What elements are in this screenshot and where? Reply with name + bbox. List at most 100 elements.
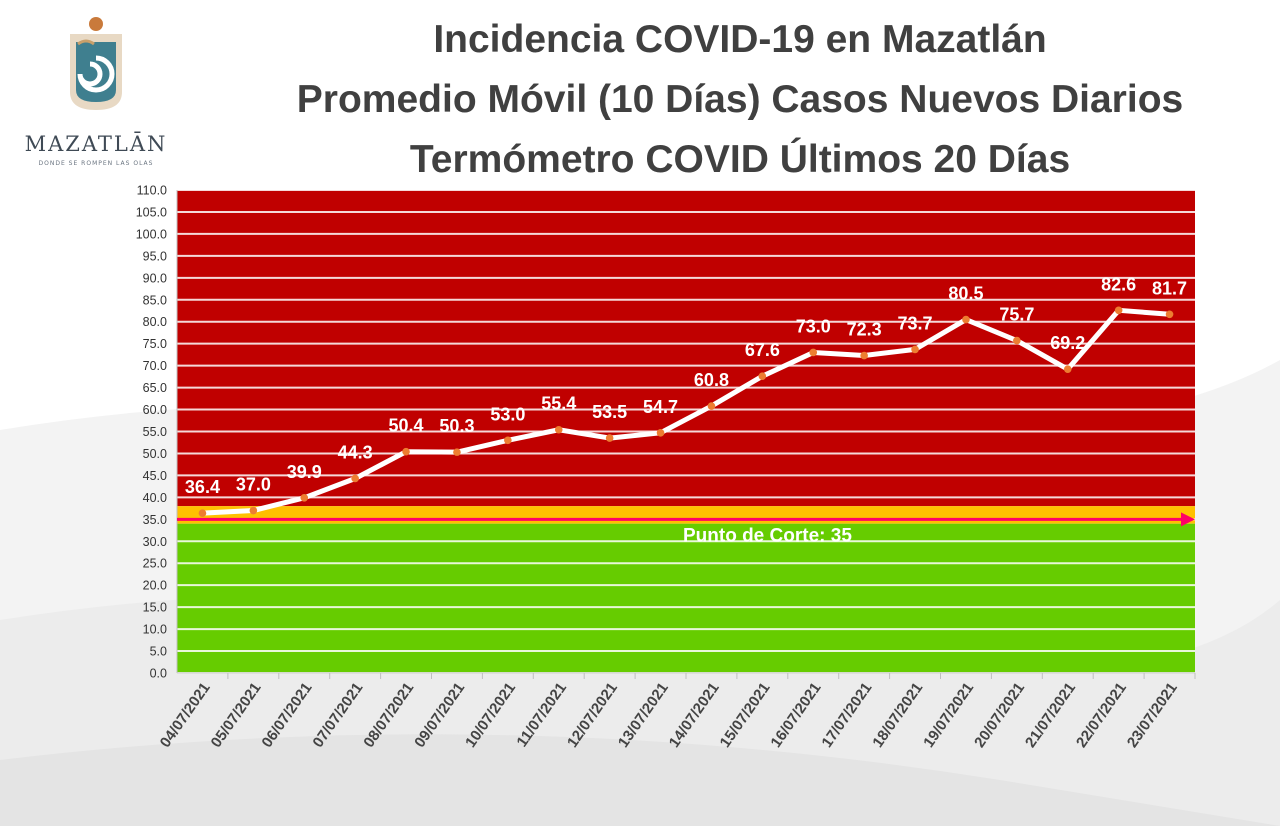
cut-line-arrowhead	[1181, 512, 1195, 527]
data-label: 73.0	[796, 316, 831, 336]
data-label: 80.5	[948, 284, 983, 304]
x-tick-label: 09/07/2021	[411, 680, 468, 751]
data-point	[1165, 310, 1174, 319]
data-label: 69.2	[1050, 333, 1085, 353]
data-point	[300, 494, 309, 502]
x-tick-label: 10/07/2021	[462, 680, 519, 751]
x-tick-label: 18/07/2021	[869, 680, 926, 751]
y-tick-label: 5.0	[150, 645, 167, 659]
y-tick-label: 100.0	[136, 227, 167, 241]
y-tick-label: 90.0	[143, 271, 167, 285]
data-label: 73.7	[898, 313, 933, 333]
data-label: 81.7	[1152, 278, 1187, 298]
data-point	[911, 345, 919, 354]
x-tick-label: 05/07/2021	[208, 680, 265, 751]
data-label: 39.9	[287, 462, 322, 482]
x-tick-label: 14/07/2021	[666, 680, 723, 751]
x-tick-label: 15/07/2021	[717, 680, 774, 751]
x-tick-label: 17/07/2021	[818, 680, 875, 751]
x-tick-label: 20/07/2021	[971, 680, 1028, 751]
chart-subtitle-2: Termómetro COVID Últimos 20 Días	[409, 138, 1071, 181]
y-tick-label: 50.0	[143, 447, 167, 461]
data-point	[707, 402, 716, 410]
y-tick-label: 15.0	[143, 601, 167, 615]
x-tick-label: 21/07/2021	[1022, 680, 1079, 751]
data-point	[249, 506, 258, 515]
y-tick-label: 25.0	[143, 557, 167, 571]
y-axis-ticks: 0.0 5.0 10.0 15.0 20.0 25.0 30.0 35.0 40.0 45.0 50…	[136, 184, 167, 681]
data-label: 54.7	[643, 397, 678, 417]
data-point	[554, 425, 563, 434]
y-tick-label: 40.0	[143, 491, 167, 505]
data-label: 37.0	[236, 475, 271, 495]
data-point	[453, 448, 461, 456]
y-tick-label: 75.0	[143, 337, 167, 351]
y-tick-label: 0.0	[150, 667, 167, 681]
data-label: 55.4	[541, 394, 576, 414]
x-tick-label: 08/07/2021	[360, 680, 417, 751]
y-tick-label: 30.0	[143, 535, 167, 549]
series-line-group	[198, 306, 1174, 517]
data-label: 36.4	[185, 477, 220, 497]
data-label: 53.5	[592, 402, 627, 422]
y-tick-label: 20.0	[143, 579, 167, 593]
data-point	[860, 351, 868, 360]
series-line	[199, 307, 1173, 516]
y-tick-label: 95.0	[143, 249, 167, 263]
data-label: 82.6	[1101, 274, 1136, 294]
data-label: 50.3	[439, 416, 474, 436]
data-point	[1114, 306, 1123, 315]
x-tick-label: 12/07/2021	[564, 680, 621, 751]
x-tick-label: 23/07/2021	[1124, 680, 1181, 751]
data-label: 44.3	[338, 442, 373, 462]
data-point	[962, 315, 970, 324]
chart-title: Incidencia COVID-19 en Mazatlán	[433, 18, 1047, 61]
x-tick-label: 07/07/2021	[309, 680, 366, 751]
data-labels: 36.4 37.0 39.9 44.3 50.4 50.3 53.0 55.4 53.5 54.7…	[185, 274, 1187, 497]
x-tick-label: 11/07/2021	[514, 680, 571, 751]
data-point	[656, 429, 665, 437]
x-tick-label: 16/07/2021	[768, 680, 825, 751]
x-tick-label: 22/07/2021	[1073, 680, 1130, 751]
data-point	[1013, 336, 1021, 345]
x-tick-label: 19/07/2021	[920, 680, 977, 751]
y-tick-label: 80.0	[143, 315, 167, 329]
mazatlan-logo: MAZATLĀN DONDE SE ROMPEN LAS OLAS	[18, 14, 174, 174]
y-tick-label: 60.0	[143, 403, 167, 417]
data-label: 60.8	[694, 370, 729, 390]
cut-line-group: Punto de Corte: 35	[177, 512, 1195, 546]
logo-wordmark: MAZATLĀN	[24, 132, 168, 156]
y-tick-label: 55.0	[143, 425, 167, 439]
safe-zone	[177, 523, 1195, 673]
data-point	[504, 436, 512, 445]
danger-zone	[177, 190, 1195, 507]
y-tick-label: 65.0	[143, 381, 167, 395]
data-label: 50.4	[389, 416, 424, 436]
warning-band	[177, 506, 1195, 524]
data-label: 53.0	[490, 404, 525, 424]
cut-line-label: Punto de Corte: 35	[683, 525, 852, 546]
x-axis-ticks: 04/07/202105/07/202106/07/202107/07/2021…	[157, 673, 1196, 751]
y-tick-label: 85.0	[143, 293, 167, 307]
data-point	[198, 509, 207, 517]
mazatlan-emblem-icon	[70, 17, 122, 110]
data-label: 72.3	[847, 320, 882, 340]
x-tick-label: 13/07/2021	[615, 680, 672, 751]
logo-tagline: DONDE SE ROMPEN LAS OLAS	[38, 160, 154, 167]
y-tick-label: 35.0	[143, 513, 167, 527]
y-tick-label: 110.0	[137, 184, 167, 198]
y-tick-label: 10.0	[143, 623, 167, 637]
data-label: 75.7	[999, 305, 1034, 325]
data-point	[809, 348, 818, 357]
data-point	[402, 447, 410, 456]
data-point	[758, 372, 767, 380]
y-tick-label: 70.0	[143, 359, 167, 373]
data-point	[1063, 365, 1072, 373]
x-tick-label: 04/07/2021	[157, 680, 214, 751]
x-tick-label: 06/07/2021	[259, 680, 316, 751]
data-point	[605, 434, 614, 442]
y-tick-label: 45.0	[143, 469, 167, 483]
data-point	[351, 474, 359, 483]
chart-title-block: Incidencia COVID-19 en Mazatlán Promedio…	[200, 10, 1280, 190]
